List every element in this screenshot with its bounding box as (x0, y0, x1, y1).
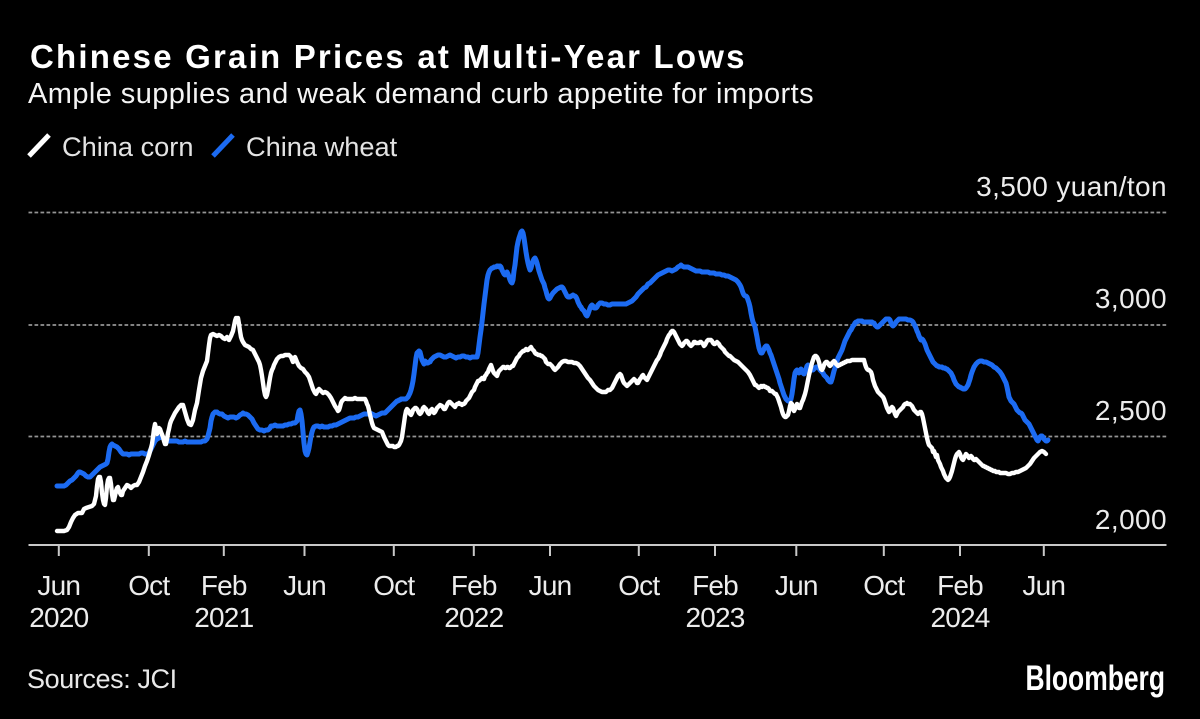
svg-text:Bloomberg: Bloomberg (1025, 658, 1165, 697)
svg-text:2021: 2021 (194, 602, 253, 633)
svg-text:2023: 2023 (685, 602, 744, 633)
svg-text:Jun: Jun (283, 570, 326, 601)
svg-text:Oct: Oct (373, 570, 415, 601)
svg-text:Chinese Grain Prices at Multi-: Chinese Grain Prices at Multi-Year Lows (30, 38, 747, 75)
svg-text:China corn: China corn (62, 131, 193, 162)
svg-text:2,500: 2,500 (1095, 395, 1167, 426)
svg-text:Feb: Feb (451, 570, 497, 601)
svg-text:China wheat: China wheat (246, 131, 398, 162)
svg-text:2024: 2024 (930, 602, 989, 633)
svg-text:Jun: Jun (775, 570, 818, 601)
svg-text:2022: 2022 (444, 602, 503, 633)
svg-text:Oct: Oct (618, 570, 660, 601)
svg-text:3,500 yuan/ton: 3,500 yuan/ton (976, 171, 1167, 202)
svg-text:Oct: Oct (128, 570, 170, 601)
svg-text:Ample supplies and weak demand: Ample supplies and weak demand curb appe… (28, 78, 814, 110)
svg-text:Jun: Jun (37, 570, 80, 601)
svg-text:Oct: Oct (863, 570, 905, 601)
svg-text:3,000: 3,000 (1095, 283, 1167, 314)
svg-text:Sources: JCI: Sources: JCI (27, 664, 177, 694)
svg-text:Jun: Jun (529, 570, 572, 601)
svg-text:2020: 2020 (29, 602, 88, 633)
svg-text:2,000: 2,000 (1095, 504, 1167, 535)
svg-text:Feb: Feb (201, 570, 247, 601)
svg-text:Jun: Jun (1022, 570, 1065, 601)
svg-text:Feb: Feb (937, 570, 983, 601)
svg-text:Feb: Feb (692, 570, 738, 601)
